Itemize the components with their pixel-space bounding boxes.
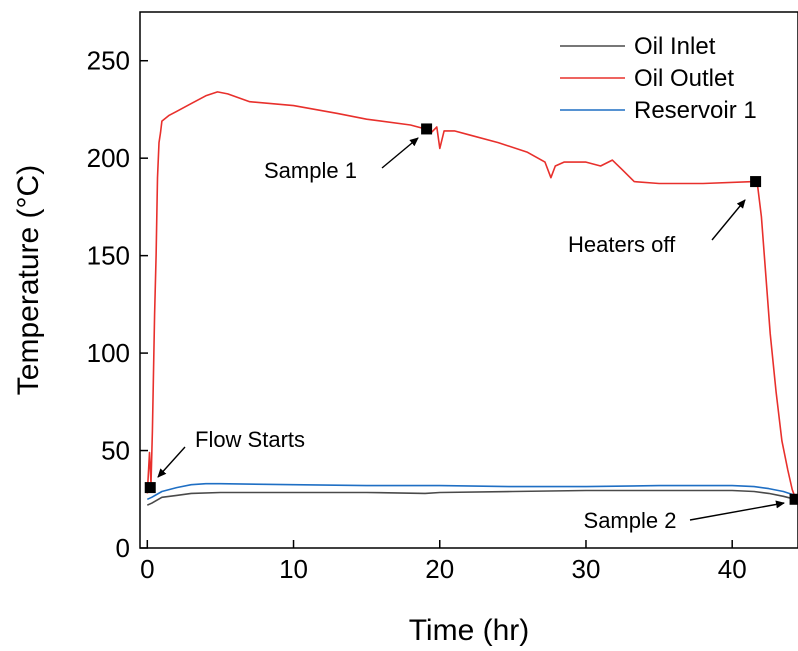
sample-marker	[789, 493, 798, 505]
x-tick-label: 40	[718, 554, 747, 584]
x-tick-label: 20	[425, 554, 454, 584]
annotation-label: Heaters off	[568, 232, 676, 257]
x-axis-ticks: 0 10 20 30 40	[140, 540, 747, 584]
legend-label: Reservoir 1	[634, 97, 757, 124]
plot-frame	[139, 11, 798, 549]
annotation-layer: Flow Starts Sample 1 Heaters off Sample 2	[144, 123, 798, 533]
y-axis-title: Temperature (°C)	[12, 165, 45, 395]
y-tick-label: 50	[101, 436, 130, 466]
annotation-label: Sample 1	[264, 158, 357, 183]
annotation-arrow	[381, 137, 419, 169]
legend-label: Oil Inlet	[634, 33, 716, 60]
annotation-arrow	[689, 500, 785, 521]
y-axis-ticks: 0 50 100 150 200 250	[87, 46, 148, 563]
series-line-oil-inlet	[146, 489, 796, 506]
sample-marker	[750, 176, 762, 188]
sample-marker	[421, 123, 433, 135]
x-axis-title: Time (hr)	[409, 614, 530, 647]
series-line-reservoir-1	[146, 482, 796, 501]
y-tick-label: 150	[87, 241, 130, 271]
legend-label: Oil Outlet	[634, 65, 734, 92]
y-tick-label: 200	[87, 143, 130, 173]
annotation-label: Flow Starts	[195, 427, 305, 452]
annotation-label: Sample 2	[584, 508, 677, 533]
y-tick-label: 100	[87, 338, 130, 368]
legend: Oil Inlet Oil Outlet Reservoir 1	[560, 33, 757, 124]
x-tick-label: 30	[572, 554, 601, 584]
x-tick-label: 10	[279, 554, 308, 584]
annotation-arrow	[157, 446, 186, 478]
sample-marker	[144, 482, 156, 494]
y-tick-label: 250	[87, 46, 130, 76]
annotation-arrow	[711, 199, 746, 241]
x-tick-label: 0	[140, 554, 154, 584]
y-tick-label: 0	[116, 533, 130, 563]
